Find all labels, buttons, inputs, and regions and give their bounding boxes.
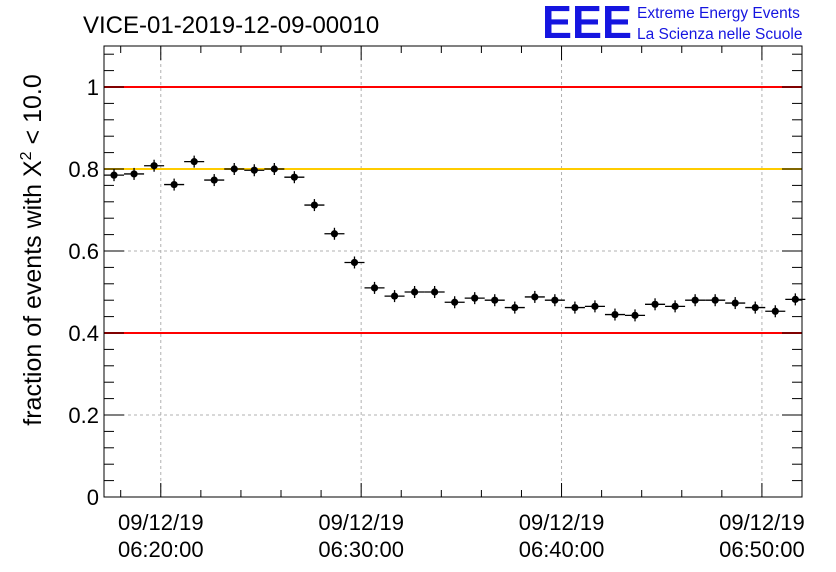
y-axis-title: fraction of events with X2 < 10.0 bbox=[18, 74, 47, 425]
y-tick-label: 0.6 bbox=[68, 239, 99, 264]
data-point-marker bbox=[791, 295, 799, 303]
data-point-marker bbox=[511, 303, 519, 312]
data-point-marker bbox=[250, 166, 258, 174]
data-point bbox=[104, 169, 125, 182]
data-point-marker bbox=[451, 298, 459, 306]
y-tick-label: 0.2 bbox=[68, 403, 99, 428]
data-point-marker bbox=[751, 303, 759, 312]
plot-frame bbox=[103, 45, 803, 498]
data-point bbox=[584, 300, 605, 313]
eee-logo-line2: La Scienza nelle Scuole bbox=[637, 26, 802, 43]
y-tick-label: 0 bbox=[87, 485, 99, 510]
x-tick-date-label: 09/12/19 bbox=[318, 510, 404, 535]
data-point-marker bbox=[290, 173, 298, 181]
data-point bbox=[624, 309, 646, 322]
data-point-marker bbox=[310, 201, 319, 209]
data-point-marker bbox=[571, 303, 579, 312]
x-tick-date-label: 09/12/19 bbox=[118, 510, 204, 535]
data-point-marker bbox=[230, 165, 238, 173]
eee-logo: EEE Extreme Energy Events La Scienza nel… bbox=[542, 0, 802, 48]
y-axis-title-superscript: 2 bbox=[18, 151, 35, 160]
data-point bbox=[324, 227, 345, 240]
x-tick-time-label: 06:20:00 bbox=[118, 537, 204, 562]
data-point bbox=[604, 308, 625, 321]
data-point bbox=[204, 174, 225, 187]
data-point bbox=[404, 286, 425, 298]
data-point bbox=[725, 297, 746, 310]
y-axis: 0 0.2 0.4 0.6 0.8 1 bbox=[68, 53, 802, 510]
eee-logo-mark: EEE bbox=[542, 0, 632, 48]
x-tick-time-label: 06:50:00 bbox=[719, 537, 805, 562]
data-point-marker bbox=[671, 302, 679, 310]
data-point-marker bbox=[551, 296, 559, 304]
data-point-marker bbox=[410, 288, 419, 296]
x-tick-time-label: 06:30:00 bbox=[318, 537, 404, 562]
data-point-marker bbox=[190, 158, 198, 166]
data-point-marker bbox=[270, 165, 278, 173]
data-point bbox=[484, 294, 505, 307]
data-point-marker bbox=[731, 299, 739, 307]
data-point bbox=[384, 290, 405, 303]
data-point-marker bbox=[611, 310, 619, 319]
data-point-marker bbox=[711, 296, 719, 304]
data-point bbox=[504, 301, 525, 314]
data-point bbox=[124, 167, 145, 180]
data-point bbox=[665, 300, 686, 313]
data-point-marker bbox=[370, 284, 379, 292]
data-point bbox=[184, 155, 205, 168]
data-point bbox=[524, 290, 545, 303]
data-point bbox=[705, 294, 726, 307]
chart-title: VICE-01-2019-12-09-00010 bbox=[83, 12, 379, 39]
y-tick-label: 0.4 bbox=[68, 321, 99, 346]
y-tick-label: 0.8 bbox=[68, 157, 99, 182]
data-point bbox=[745, 301, 766, 314]
x-tick-date-label: 09/12/19 bbox=[719, 510, 805, 535]
eee-logo-line1: Extreme Energy Events bbox=[637, 5, 800, 22]
data-point-marker bbox=[691, 296, 699, 304]
data-point bbox=[444, 296, 465, 309]
data-point-marker bbox=[491, 296, 499, 304]
reference-lines bbox=[104, 86, 802, 334]
data-point bbox=[564, 301, 585, 314]
data-point bbox=[765, 305, 786, 318]
data-point-marker bbox=[390, 292, 399, 300]
data-point bbox=[424, 286, 445, 298]
data-point-marker bbox=[771, 307, 779, 315]
data-point bbox=[264, 163, 285, 175]
data-point bbox=[344, 256, 365, 269]
x-tick-time-label: 06:40:00 bbox=[519, 537, 605, 562]
data-point-marker bbox=[150, 162, 158, 170]
data-point-marker bbox=[130, 170, 138, 178]
data-point-marker bbox=[531, 293, 539, 301]
data-points bbox=[104, 155, 806, 322]
data-point-marker bbox=[591, 302, 599, 310]
y-tick-label: 1 bbox=[87, 75, 99, 100]
data-point bbox=[645, 298, 666, 311]
data-point bbox=[685, 294, 706, 307]
data-point bbox=[544, 294, 565, 307]
data-point-marker bbox=[471, 294, 479, 302]
data-point-marker bbox=[350, 258, 359, 267]
x-axis: 09/12/1906:20:0009/12/1906:30:0009/12/19… bbox=[118, 46, 805, 562]
data-point-marker bbox=[170, 180, 178, 189]
x-tick-date-label: 09/12/19 bbox=[519, 510, 605, 535]
data-point bbox=[244, 164, 265, 177]
data-point-marker bbox=[210, 176, 218, 184]
data-point-marker bbox=[631, 311, 639, 319]
y-axis-title-suffix: < 10.0 bbox=[19, 74, 47, 151]
data-point-marker bbox=[651, 300, 659, 308]
data-point bbox=[224, 163, 245, 175]
data-point-marker bbox=[431, 288, 439, 296]
data-point bbox=[464, 292, 485, 305]
data-point bbox=[304, 199, 325, 212]
data-point bbox=[144, 159, 165, 172]
y-axis-title-prefix: fraction of events with X bbox=[19, 160, 47, 426]
data-point-marker bbox=[330, 230, 339, 238]
data-point-marker bbox=[110, 171, 118, 179]
data-point bbox=[164, 178, 185, 191]
data-point bbox=[284, 171, 305, 184]
data-point bbox=[364, 281, 385, 294]
